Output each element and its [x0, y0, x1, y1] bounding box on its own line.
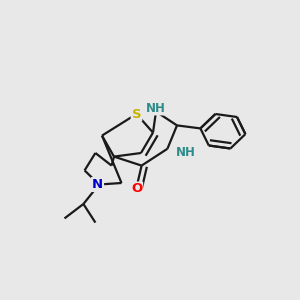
Text: NH: NH	[176, 146, 196, 159]
Text: N: N	[92, 178, 103, 191]
Text: S: S	[132, 107, 141, 121]
Text: NH: NH	[146, 101, 166, 115]
Text: O: O	[131, 182, 142, 196]
